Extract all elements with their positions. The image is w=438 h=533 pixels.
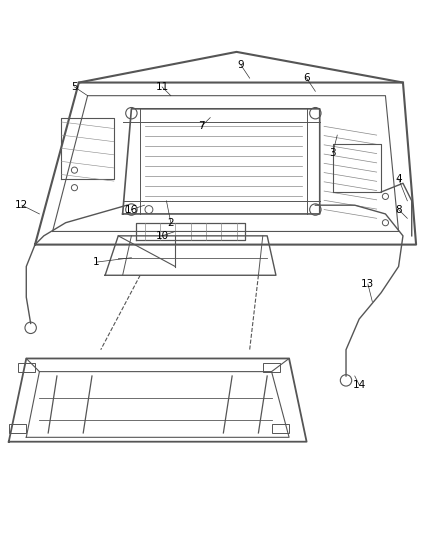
Text: 5: 5 [71, 82, 78, 92]
Bar [18, 363, 35, 372]
Text: 6: 6 [303, 73, 310, 83]
Text: 14: 14 [353, 379, 366, 390]
Text: 1: 1 [93, 257, 100, 267]
Bar [263, 363, 280, 372]
Text: 3: 3 [329, 148, 336, 158]
Bar [272, 424, 289, 433]
Text: 11: 11 [155, 82, 169, 92]
Text: 4: 4 [395, 174, 402, 184]
Text: 8: 8 [395, 205, 402, 215]
Text: 10: 10 [155, 231, 169, 241]
Text: 13: 13 [361, 279, 374, 289]
Text: 12: 12 [15, 200, 28, 210]
Text: 16: 16 [125, 205, 138, 215]
Text: 7: 7 [198, 122, 205, 131]
Text: 2: 2 [167, 217, 174, 228]
Bar [9, 424, 26, 433]
Text: 9: 9 [237, 60, 244, 70]
